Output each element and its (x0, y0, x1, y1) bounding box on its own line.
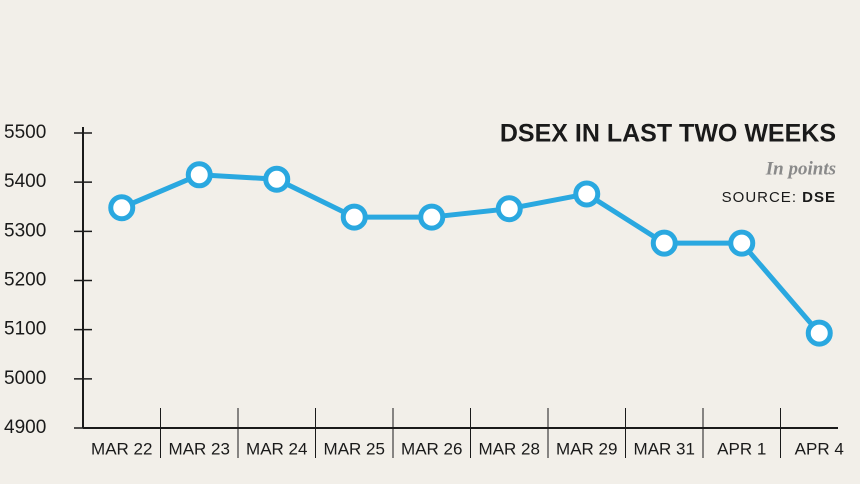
y-tick-label: 5400 (4, 171, 46, 192)
point (185, 161, 213, 189)
point (805, 319, 833, 347)
point (108, 194, 136, 222)
point (340, 203, 368, 231)
y-tick-label: 5100 (4, 319, 46, 340)
x-tick-label: MAR 31 (634, 439, 695, 458)
chart-title: DSEX IN LAST TWO WEEKS (500, 120, 836, 148)
source-label: SOURCE: (722, 189, 797, 206)
line (120, 172, 822, 335)
x-tick-label: MAR 23 (169, 439, 230, 458)
point (263, 165, 291, 193)
y-tick-label: 5500 (4, 122, 46, 143)
x-tick-label: MAR 25 (324, 439, 385, 458)
x-tick-label: MAR 26 (401, 439, 462, 458)
x-tick-label: MAR 22 (91, 439, 152, 458)
x-tick-label: MAR 24 (246, 439, 307, 458)
y-tick-label: 5000 (4, 368, 46, 389)
point (650, 229, 678, 257)
x-tick-label: MAR 28 (479, 439, 540, 458)
y-tick-label: 5300 (4, 220, 46, 241)
x-tick-label: APR 4 (795, 439, 844, 458)
x-tick-label: APR 1 (717, 439, 766, 458)
chart-subtitle: In points (765, 158, 836, 179)
y-tick-label: 5200 (4, 270, 46, 291)
source-value: DSE (802, 189, 836, 206)
point (418, 203, 446, 231)
point (728, 229, 756, 257)
x-tick-label: MAR 29 (556, 439, 617, 458)
y-tick-label: 4900 (4, 417, 46, 438)
point (495, 195, 523, 223)
point (573, 180, 601, 208)
source: SOURCE: DSE (722, 189, 836, 206)
